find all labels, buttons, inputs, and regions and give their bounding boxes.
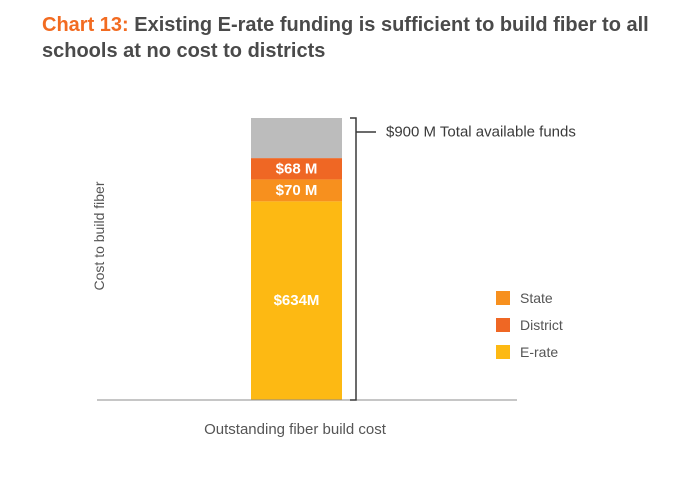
bar-segment-district [251,158,342,180]
bar-value-label-e-rate: $634M [274,292,320,309]
bar-segment-state [251,179,342,202]
total-bracket [350,117,357,401]
bar-value-label-state: $70 M [276,182,318,199]
bar-segment-e-rate [251,201,342,400]
chart-title-text: Existing E-rate funding is sufficient to… [42,14,649,62]
bar-group [251,118,342,400]
legend-item-state: State [496,284,563,311]
bar-value-label-district: $68 M [276,160,318,177]
legend-item-district: District [496,311,563,338]
total-funds-label: $900 M Total available funds [386,124,576,141]
legend-item-erate: E-rate [496,338,563,365]
chart-title-prefix: Chart 13: [42,14,129,36]
legend-swatch-erate [496,344,510,359]
legend-swatch-state [496,290,510,305]
chart-title: Chart 13: Existing E-rate funding is suf… [42,12,662,64]
x-axis-label: Outstanding fiber build cost [204,421,387,438]
bar-label-group: $634M $70 M $68 M [274,160,320,309]
legend-label-erate: E-rate [520,343,559,360]
bar-segment-remaining [251,118,342,159]
legend-label-state: State [520,289,553,306]
legend-swatch-district [496,317,510,332]
legend: State District E-rate [496,284,563,365]
y-axis-label: Cost to build fiber [91,181,107,290]
legend-label-district: District [520,316,563,333]
